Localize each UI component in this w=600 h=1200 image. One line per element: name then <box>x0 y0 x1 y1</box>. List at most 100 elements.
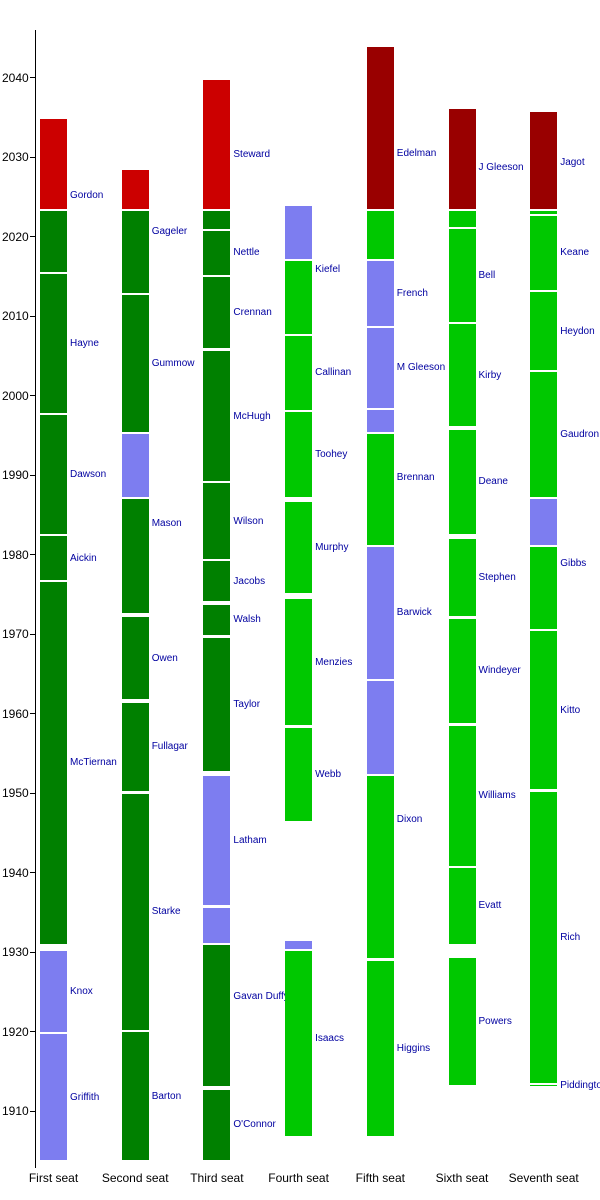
bar-segment-kiefel <box>285 261 313 334</box>
justice-label: Fullagar <box>151 741 188 753</box>
bar-segment-gageler <box>121 170 149 209</box>
bar-segment-edelman <box>366 210 394 260</box>
justice-label: M Gleeson <box>396 362 446 374</box>
year-tick-label: 2030 <box>2 150 29 165</box>
year-tick-label: 1930 <box>2 945 29 960</box>
bar-segment-gibbs <box>530 499 558 546</box>
year-tick-label: 1970 <box>2 627 29 642</box>
year-tick <box>30 554 35 556</box>
year-tick <box>30 1031 35 1033</box>
justice-label: Dixon <box>396 814 423 826</box>
bar-segment-brennan <box>366 434 394 546</box>
seat-axis-label: Sixth seat <box>435 1171 489 1185</box>
justice-label: Wilson <box>233 515 264 527</box>
justice-label: Heydon <box>560 325 595 337</box>
year-tick <box>30 872 35 874</box>
bar-segment-aickin <box>40 536 67 581</box>
justice-label: Gageler <box>151 226 188 238</box>
justice-label: McTiernan <box>70 757 117 769</box>
bar-segment-steward <box>203 79 231 209</box>
bar-segment-dawson <box>40 415 67 534</box>
bar-segment-webb <box>285 727 313 822</box>
bar-segment-dixon <box>366 776 394 959</box>
justice-label: Knox <box>70 986 93 998</box>
bar-segment-wilson <box>203 483 231 559</box>
justice-label: Callinan <box>315 367 352 379</box>
bar-segment-higgins <box>366 960 394 1137</box>
bar-segment-powers <box>448 957 476 1085</box>
y-axis <box>35 30 36 1168</box>
bar-segment-bell <box>448 228 476 323</box>
bar-segment-dixon <box>366 680 394 774</box>
bar-segment-menzies <box>285 599 313 726</box>
bar-segment-crennan <box>203 276 231 349</box>
bar-segment-walsh <box>203 604 231 636</box>
bar-segment-gummow <box>121 295 149 433</box>
justice-label: Bell <box>478 270 496 282</box>
bar-segment-mchugh <box>203 350 231 482</box>
justice-label: Griffith <box>70 1091 100 1103</box>
justice-label: Piddington <box>560 1079 600 1091</box>
bar-segment-murphy <box>285 501 313 593</box>
year-tick <box>30 951 35 953</box>
justice-label: Crennan <box>233 307 272 319</box>
seat-axis-label: Second seat <box>101 1171 169 1185</box>
bar-segment-nettle <box>203 230 231 275</box>
seat-axis-label: Fourth seat <box>268 1171 329 1185</box>
justice-label: Latham <box>233 835 267 847</box>
bar-segment-gordon <box>40 119 67 209</box>
bar-segment-gageler <box>121 210 149 294</box>
bar-segment-gordon <box>40 210 67 272</box>
justice-label: Keane <box>560 247 590 259</box>
justice-label: Stephen <box>478 571 516 583</box>
justice-label: Walsh <box>233 614 261 626</box>
justice-label: Toohey <box>315 449 348 461</box>
bar-segment-jacobs <box>203 561 231 601</box>
justice-label: Mason <box>151 517 182 529</box>
year-tick-label: 1920 <box>2 1024 29 1039</box>
justice-label: Isaacs <box>315 1033 344 1045</box>
bar-segment-rich <box>530 791 558 1084</box>
justice-label: Gibbs <box>560 558 587 570</box>
bar-segment-kitto <box>530 630 558 790</box>
bar-segment-barton <box>121 1032 149 1160</box>
year-tick <box>30 156 35 158</box>
bar-segment-steward <box>203 210 231 229</box>
bar-segment-o-connor <box>203 1089 231 1160</box>
bar-segment-mason <box>121 434 149 498</box>
justice-label: Starke <box>151 906 181 918</box>
bar-segment-jagot <box>530 112 558 209</box>
bar-segment-toohey <box>285 411 313 498</box>
year-tick <box>30 1110 35 1112</box>
justice-label: O'Connor <box>233 1119 276 1131</box>
justice-label: Gaudron <box>560 429 600 441</box>
seat-axis-label: Third seat <box>190 1171 244 1185</box>
justice-label: Brennan <box>396 471 435 483</box>
justice-label: Kitto <box>560 704 581 716</box>
justice-label: Nettle <box>233 247 260 259</box>
seat-axis-label: Fifth seat <box>355 1171 405 1185</box>
bar-segment-griffith <box>40 1034 67 1160</box>
year-tick-label: 1980 <box>2 547 29 562</box>
bar-segment-gaudron <box>530 372 558 498</box>
bar-segment-heydon <box>530 292 558 371</box>
year-tick-label: 2040 <box>2 70 29 85</box>
bar-segment-latham <box>203 776 231 906</box>
justice-label: Jacobs <box>233 575 266 587</box>
bar-segment-gavan-duffy <box>203 907 231 943</box>
bar-segment-edelman <box>366 47 394 209</box>
justice-label: Owen <box>151 652 178 664</box>
justice-label: Dawson <box>70 469 107 480</box>
seat-axis-label: Seventh seat <box>508 1171 579 1185</box>
bar-segment-j-gleeson <box>448 109 476 209</box>
year-tick-label: 2010 <box>2 309 29 324</box>
justice-label: Higgins <box>396 1042 431 1054</box>
year-tick-label: 2000 <box>2 388 29 403</box>
bar-segment-kirby <box>448 324 476 426</box>
justice-label: Gummow <box>151 358 195 370</box>
justice-label: Evatt <box>478 900 502 912</box>
justice-label: Edelman <box>396 147 437 159</box>
year-tick <box>30 792 35 794</box>
bar-segment-hayne <box>40 273 67 414</box>
